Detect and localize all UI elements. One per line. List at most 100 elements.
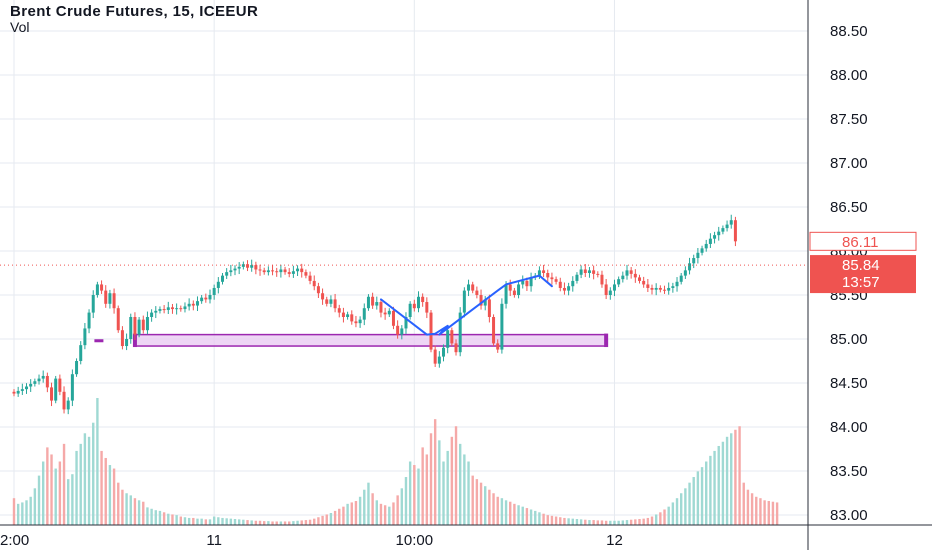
time-tick-label: 12 [606, 532, 623, 549]
volume-bar [621, 520, 625, 525]
candle-body [200, 297, 204, 302]
volume-bar [208, 519, 212, 525]
volume-bar [759, 498, 762, 525]
candle-body [396, 325, 400, 335]
volume-bar [659, 512, 662, 525]
candle-body [688, 263, 692, 271]
candle-body [70, 374, 74, 401]
volume-bar [242, 519, 245, 525]
candle-body [333, 299, 337, 309]
candle-body [658, 287, 662, 290]
candle-body [254, 265, 258, 270]
candle-body [575, 274, 579, 281]
candle-body [629, 270, 633, 274]
volume-bar [654, 514, 658, 525]
candle-body [266, 270, 270, 273]
support-zone [134, 333, 607, 347]
volume-bar [258, 520, 262, 525]
candle-body [354, 321, 358, 324]
candle-body [646, 284, 650, 288]
volume-bar [479, 482, 483, 525]
candle-body [612, 284, 616, 291]
candle-body [346, 314, 350, 317]
candle-body [112, 293, 116, 309]
candle-body [700, 248, 704, 253]
volume-bar [696, 471, 700, 525]
candle-body [454, 343, 458, 353]
price-tick-label: 84.00 [830, 419, 868, 436]
volume-bar [33, 488, 37, 525]
candle-body [450, 330, 454, 344]
candle-body [237, 266, 241, 269]
price-axis: 88.5088.0087.5087.0086.5086.0085.5085.00… [807, 0, 917, 550]
volume-bar [713, 450, 716, 525]
candle-body [283, 269, 287, 273]
volume-bar [54, 468, 57, 525]
volume-bar [321, 515, 324, 525]
volume-bar [717, 445, 720, 525]
candle-body [621, 275, 625, 280]
volume-bar [450, 436, 454, 525]
candle-body [446, 330, 450, 348]
candle-body [183, 306, 187, 310]
volume-bar [513, 503, 516, 525]
volume-bar [154, 510, 157, 525]
countdown-label: 13:57 [842, 274, 880, 291]
volume-bar [638, 519, 641, 525]
volume-bar [83, 433, 87, 525]
volume-bar [125, 493, 128, 525]
candle-body [733, 220, 737, 242]
reference-price-box [809, 231, 917, 251]
candle-body [58, 378, 62, 392]
candle-body [663, 289, 667, 291]
candle-body [521, 280, 525, 285]
price-tick-label: 87.50 [830, 111, 868, 128]
volume-bar [446, 450, 449, 525]
volume-bar [700, 467, 704, 525]
volume-bar [579, 519, 583, 525]
volume-bar [108, 465, 112, 525]
volume-bar [275, 521, 278, 525]
volume-bar [396, 495, 399, 525]
candle-body [608, 290, 612, 295]
volume-bar [417, 468, 420, 525]
candle-body [145, 317, 149, 331]
volume-bar [563, 517, 566, 525]
candle-body [383, 312, 387, 315]
volume-bar [279, 521, 283, 525]
candle-body [671, 286, 675, 288]
candle-body [421, 296, 425, 303]
volume-bar [650, 516, 654, 525]
candle-body [704, 243, 708, 249]
volume-bar [742, 482, 745, 525]
volume-bar [388, 506, 391, 525]
candle-body [517, 284, 521, 295]
candle-body [362, 308, 366, 320]
candle-body [654, 287, 658, 290]
candle-body [546, 273, 550, 278]
price-tick-label: 84.50 [830, 375, 868, 392]
volume-bar [317, 517, 320, 525]
volume-bar [721, 441, 725, 525]
volume-bar [288, 521, 291, 525]
volume-bar [738, 426, 741, 525]
volume-bar [492, 493, 495, 525]
volume-bar [671, 502, 675, 525]
candle-body [679, 275, 683, 282]
candle-body [62, 391, 66, 410]
candle-body [20, 389, 24, 391]
candle-body [54, 378, 58, 401]
candle-body [29, 383, 33, 387]
candle-body [475, 290, 479, 295]
candlesticks [12, 214, 737, 415]
candle-body [300, 268, 304, 273]
candle-body [683, 270, 687, 276]
volume-bar [313, 518, 316, 525]
volume-bar [750, 493, 754, 525]
candle-body [225, 272, 229, 276]
volume-bar [746, 489, 750, 525]
volume-bar [604, 520, 608, 525]
volume-bar [392, 502, 395, 525]
